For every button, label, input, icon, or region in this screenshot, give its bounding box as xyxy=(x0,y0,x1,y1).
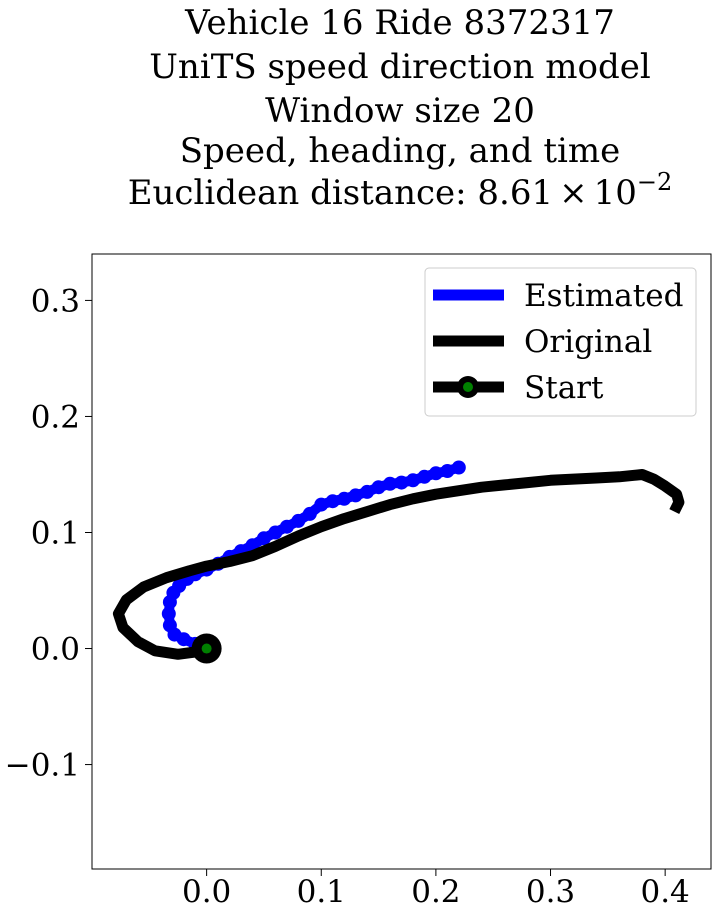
legend-box xyxy=(424,267,697,417)
estimated-point-20 xyxy=(302,506,317,521)
series-layer xyxy=(112,460,685,664)
estimated-point-4 xyxy=(162,618,177,633)
estimated-point-26 xyxy=(371,480,386,495)
estimated-point-21 xyxy=(314,497,329,512)
estimated-point-31 xyxy=(428,466,443,481)
title-distance-exponent: −2 xyxy=(637,168,672,196)
title-distance-prefix: Euclidean distance: 8.61 xyxy=(128,173,553,213)
legend-label-estimated: Estimated xyxy=(524,278,683,314)
legend-swatch-start-center xyxy=(463,382,473,392)
legend: Estimated Original Start xyxy=(424,267,697,417)
y-tick-label: −0.1 xyxy=(5,748,80,784)
estimated-point-17 xyxy=(268,525,283,540)
y-tick-label: 0.3 xyxy=(31,283,80,319)
title-distance-times: × xyxy=(559,173,588,213)
estimated-point-16 xyxy=(256,531,271,546)
estimated-point-5 xyxy=(161,606,176,621)
y-tick-label: 0.1 xyxy=(31,515,80,551)
y-tick-label: 0.2 xyxy=(31,399,80,435)
plot-frame xyxy=(91,253,712,870)
x-tick-label: 0.0 xyxy=(182,874,231,910)
x-tick-label: 0.1 xyxy=(297,874,346,910)
plot-area xyxy=(112,460,685,664)
series-line-original xyxy=(112,469,685,660)
estimated-point-33 xyxy=(451,460,466,475)
legend-label-start: Start xyxy=(524,370,604,406)
y-tick-label: 0.0 xyxy=(31,632,80,668)
estimated-point-29 xyxy=(406,473,420,488)
x-axis: 0.0 0.1 0.2 0.3 0.4 xyxy=(182,869,690,910)
title-line-4: Speed, heading, and time xyxy=(180,131,621,171)
x-tick-label: 0.3 xyxy=(526,874,575,910)
estimated-point-18 xyxy=(279,519,294,534)
estimated-point-32 xyxy=(440,464,455,478)
title-line-3: Window size 20 xyxy=(265,91,535,131)
estimated-point-23 xyxy=(337,491,352,506)
x-tick-label: 0.2 xyxy=(411,874,460,910)
estimated-point-19 xyxy=(291,513,306,528)
y-axis: −0.1 0.0 0.1 0.2 0.3 xyxy=(5,283,92,784)
start-marker-center xyxy=(201,643,212,654)
estimated-point-27 xyxy=(383,476,397,491)
title-line-5: Euclidean distance: 8.61 × 10−2 xyxy=(128,168,673,213)
x-tick-label: 0.4 xyxy=(640,874,689,910)
estimated-point-22 xyxy=(325,494,340,509)
title-line-1: Vehicle 16 Ride 8372317 xyxy=(184,3,615,43)
estimated-point-24 xyxy=(348,488,363,503)
estimated-point-28 xyxy=(394,475,409,490)
title-distance-base: 10 xyxy=(594,173,637,213)
legend-label-original: Original xyxy=(524,324,652,360)
estimated-point-30 xyxy=(417,469,432,484)
estimated-point-25 xyxy=(360,484,375,499)
title-line-2: UniTS speed direction model xyxy=(149,47,650,87)
chart-title: Vehicle 16 Ride 8372317 UniTS speed dire… xyxy=(128,3,673,213)
